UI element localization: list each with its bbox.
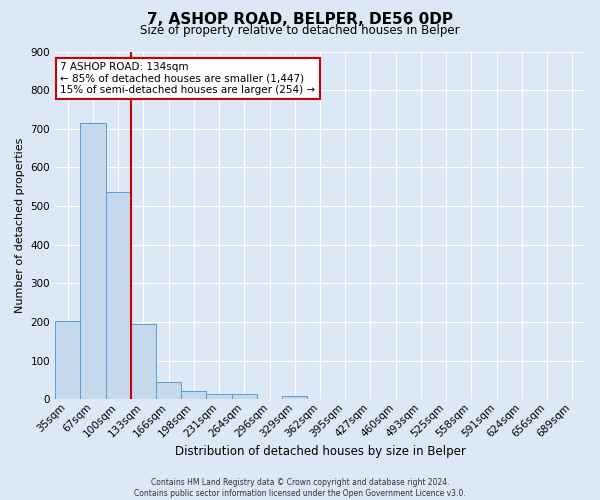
Bar: [80, 124, 106, 400]
Bar: [181, 391, 206, 400]
Bar: [282, 396, 307, 400]
X-axis label: Distribution of detached houses by size in Belper: Distribution of detached houses by size …: [175, 444, 466, 458]
Bar: [55, 321, 80, 400]
Text: Size of property relative to detached houses in Belper: Size of property relative to detached ho…: [140, 24, 460, 37]
Text: Contains HM Land Registry data © Crown copyright and database right 2024.
Contai: Contains HM Land Registry data © Crown c…: [134, 478, 466, 498]
Text: 7 ASHOP ROAD: 134sqm
← 85% of detached houses are smaller (1,447)
15% of semi-de: 7 ASHOP ROAD: 134sqm ← 85% of detached h…: [61, 62, 316, 95]
Bar: [232, 394, 257, 400]
Bar: [106, 192, 131, 400]
Text: 7, ASHOP ROAD, BELPER, DE56 0DP: 7, ASHOP ROAD, BELPER, DE56 0DP: [147, 12, 453, 28]
Bar: [156, 382, 181, 400]
Y-axis label: Number of detached properties: Number of detached properties: [15, 138, 25, 313]
Bar: [131, 324, 156, 400]
Bar: [206, 394, 232, 400]
